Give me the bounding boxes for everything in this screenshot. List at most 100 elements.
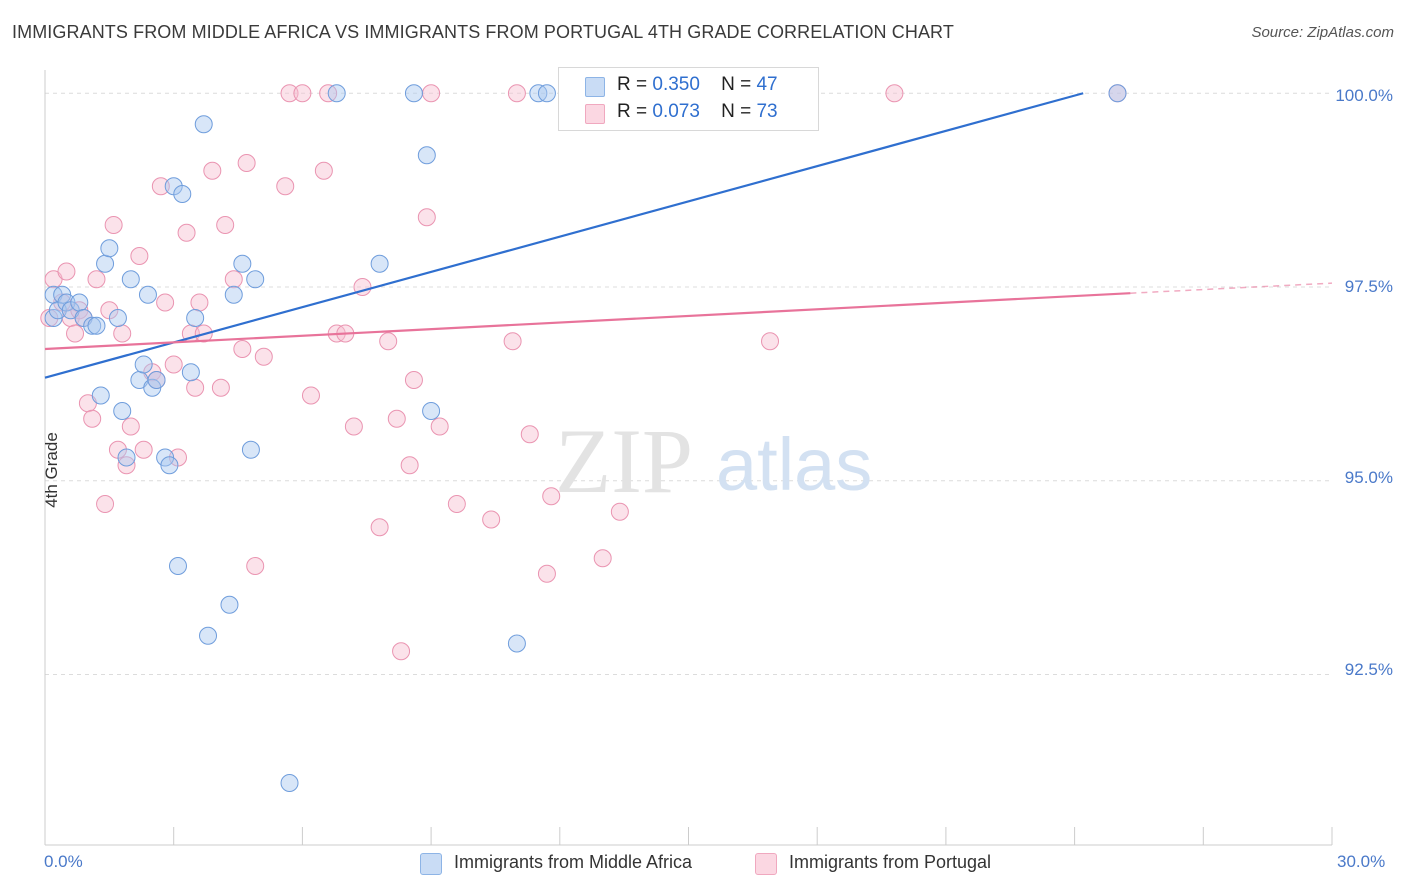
data-point — [280, 84, 299, 103]
data-point — [1108, 84, 1127, 103]
legend-r-value: 0.073 — [652, 101, 700, 122]
data-point — [83, 409, 102, 428]
axes — [44, 70, 1333, 846]
data-point — [885, 84, 904, 103]
data-point — [417, 146, 436, 165]
data-point — [87, 270, 106, 289]
data-point — [108, 309, 127, 327]
bottom-legend-swatch-pink — [755, 853, 777, 875]
data-point — [173, 185, 192, 203]
legend-n-value: 47 — [756, 74, 778, 95]
data-point — [233, 340, 252, 358]
y-tick-95: 95.0% — [1344, 468, 1393, 487]
data-point — [70, 293, 89, 312]
data-point — [203, 161, 222, 180]
data-point — [224, 285, 243, 304]
data-point — [237, 154, 256, 172]
data-point — [134, 440, 153, 459]
legend-n-label: N = — [721, 101, 752, 122]
x-tick-30: 30.0% — [1337, 852, 1386, 871]
data-point — [379, 332, 398, 351]
watermark-zip: ZIP — [555, 410, 693, 512]
data-point — [113, 324, 132, 343]
trend-line-portugal — [44, 292, 1131, 351]
data-point — [151, 177, 170, 196]
data-point — [66, 324, 85, 343]
data-point — [100, 239, 119, 258]
data-point — [121, 417, 140, 436]
data-point — [400, 456, 419, 475]
data-point — [220, 595, 239, 614]
legend-r-label: R = — [617, 101, 648, 122]
legend-n-label: N = — [721, 74, 752, 95]
data-point — [280, 774, 299, 792]
data-point — [542, 487, 561, 506]
data-point — [138, 285, 157, 304]
data-point — [147, 371, 166, 389]
watermark: ZIP atlas — [555, 410, 872, 512]
data-point — [91, 386, 110, 405]
chart-title: IMMIGRANTS FROM MIDDLE AFRICA VS IMMIGRA… — [12, 22, 954, 42]
legend-r-label: R = — [617, 74, 648, 95]
data-point — [211, 378, 230, 397]
data-point — [168, 557, 187, 575]
grid-lines — [45, 92, 1332, 675]
data-point — [160, 456, 179, 475]
data-point — [87, 316, 106, 335]
data-point — [194, 115, 213, 134]
data-point — [537, 84, 556, 103]
data-point — [404, 84, 423, 103]
data-point — [761, 332, 780, 351]
data-point — [199, 626, 218, 645]
data-point — [246, 270, 265, 289]
legend-r-value: 0.350 — [652, 74, 700, 95]
x-tick-0: 0.0% — [44, 852, 83, 871]
y-tick-92-5: 92.5% — [1344, 660, 1393, 679]
data-point — [314, 161, 333, 180]
chart-source: Source: ZipAtlas.com — [1251, 24, 1394, 41]
y-tick-97-5: 97.5% — [1344, 277, 1393, 296]
trend-line-portugal-extension — [1130, 282, 1333, 294]
data-point — [57, 262, 76, 281]
data-point — [130, 247, 149, 265]
legend-swatch-pink — [585, 104, 605, 124]
series-portugal-points — [40, 84, 1127, 661]
data-point — [293, 84, 312, 103]
data-point — [276, 177, 295, 196]
y-axis-label: 4th Grade — [41, 432, 61, 508]
watermark-atlas: atlas — [716, 423, 872, 506]
data-point — [507, 634, 526, 653]
data-point — [593, 549, 612, 568]
data-point — [117, 448, 136, 467]
data-point — [246, 557, 265, 575]
data-point — [181, 363, 200, 382]
data-point — [520, 425, 539, 444]
data-point — [447, 495, 466, 513]
data-point — [482, 510, 501, 529]
data-point — [417, 208, 436, 227]
data-point — [104, 216, 123, 234]
correlation-legend: R = 0.350 N = 47 R = 0.073 N = 73 — [558, 67, 819, 131]
data-point — [503, 332, 522, 351]
trend-line-middle-africa — [44, 92, 1084, 379]
data-point — [241, 440, 260, 459]
data-point — [117, 456, 136, 475]
data-point — [113, 402, 132, 420]
legend-swatch-blue — [585, 77, 605, 97]
data-point — [96, 254, 115, 273]
data-point — [537, 564, 556, 583]
series-middle-africa-points — [44, 84, 1127, 792]
bottom-legend-label: Immigrants from Portugal — [789, 852, 992, 872]
bottom-legend-label: Immigrants from Middle Africa — [454, 852, 693, 872]
data-point — [164, 355, 183, 374]
data-point — [96, 495, 115, 513]
data-point — [134, 355, 153, 374]
bottom-legend-swatch-blue — [420, 853, 442, 875]
y-tick-100: 100.0% — [1335, 86, 1393, 105]
data-point — [422, 402, 441, 420]
data-point — [387, 409, 406, 428]
data-point — [344, 417, 363, 436]
data-point — [186, 309, 205, 327]
data-point — [327, 84, 346, 103]
